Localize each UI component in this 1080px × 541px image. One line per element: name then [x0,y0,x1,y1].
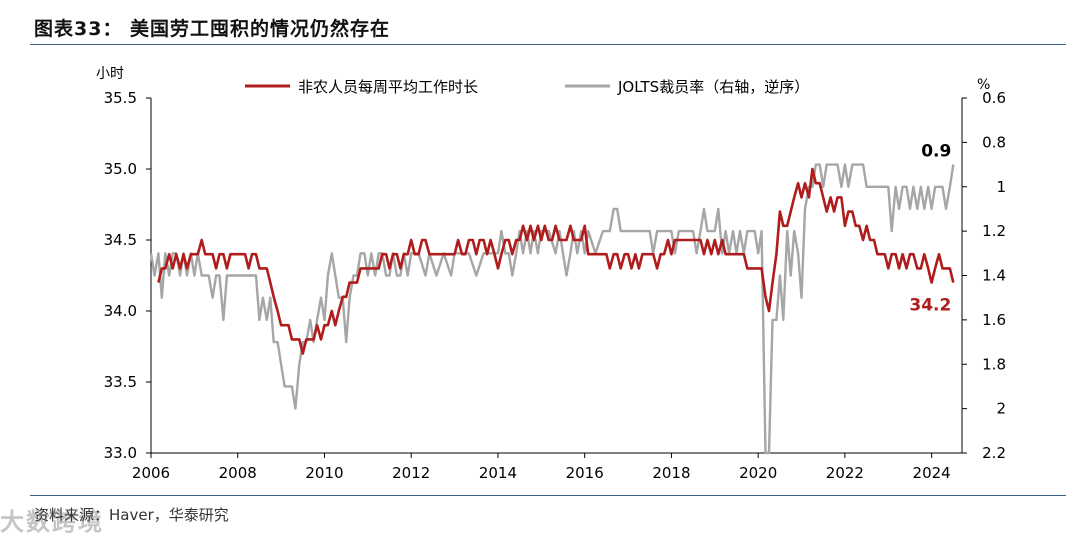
left-tick-label: 34.0 [104,302,137,320]
end-labels: 34.2 0.9 [909,142,951,316]
right-tick-label: 0.8 [982,133,1006,151]
legend-label-hours: 非农人员每周平均工作时长 [298,78,478,96]
series-line-layoffs [149,163,955,455]
left-tick-label: 35.0 [104,160,137,178]
right-axis-unit: % [977,77,990,93]
left-axis-unit: 小时 [96,66,124,82]
end-label-layoffs: 0.9 [921,142,951,162]
x-tick-label: 2016 [566,464,604,482]
x-tick-label: 2008 [219,464,257,482]
top-rule [30,44,1066,45]
right-tick-label: 2.2 [982,444,1006,462]
watermark-text: 大数跨境 [0,508,104,536]
left-tick-label: 33.5 [104,373,137,391]
series-layer [149,163,955,455]
right-tick-label: 1.4 [982,267,1006,285]
left-tick-label: 33.0 [104,444,137,462]
chart-title: 图表33： 美国劳工囤积的情况仍然存在 [34,18,391,40]
legend: 非农人员每周平均工作时长 JOLTS裁员率（右轴，逆序） [245,78,809,96]
x-tick-label: 2022 [826,464,864,482]
x-tick-label: 2012 [392,464,430,482]
right-tick-label: 1.8 [982,355,1006,373]
right-tick-label: 1.6 [982,311,1006,329]
x-tick-label: 2024 [913,464,951,482]
x-tick-label: 2014 [479,464,517,482]
bottom-rule [30,495,1066,496]
x-tick-label: 2010 [305,464,343,482]
x-tick-label: 2020 [739,464,777,482]
series-line-hours [157,167,955,355]
right-tick-label: 0.6 [982,89,1006,107]
axes: 33.0 33.5 34.0 34.5 35.0 35.5 0.6 0.8 1 1.2 1.4 1.6… [96,66,1006,482]
source-note: 资料来源：Haver，华泰研究 [34,506,229,524]
x-tick-label: 2006 [132,464,170,482]
left-tick-label: 34.5 [104,231,137,249]
right-tick-label: 1 [996,178,1006,196]
right-tick-label: 2 [996,400,1006,418]
left-tick-label: 35.5 [104,89,137,107]
end-label-hours: 34.2 [909,296,951,316]
x-tick-label: 2018 [652,464,690,482]
right-tick-label: 1.2 [982,222,1006,240]
legend-label-layoffs: JOLTS裁员率（右轴，逆序） [617,78,809,96]
